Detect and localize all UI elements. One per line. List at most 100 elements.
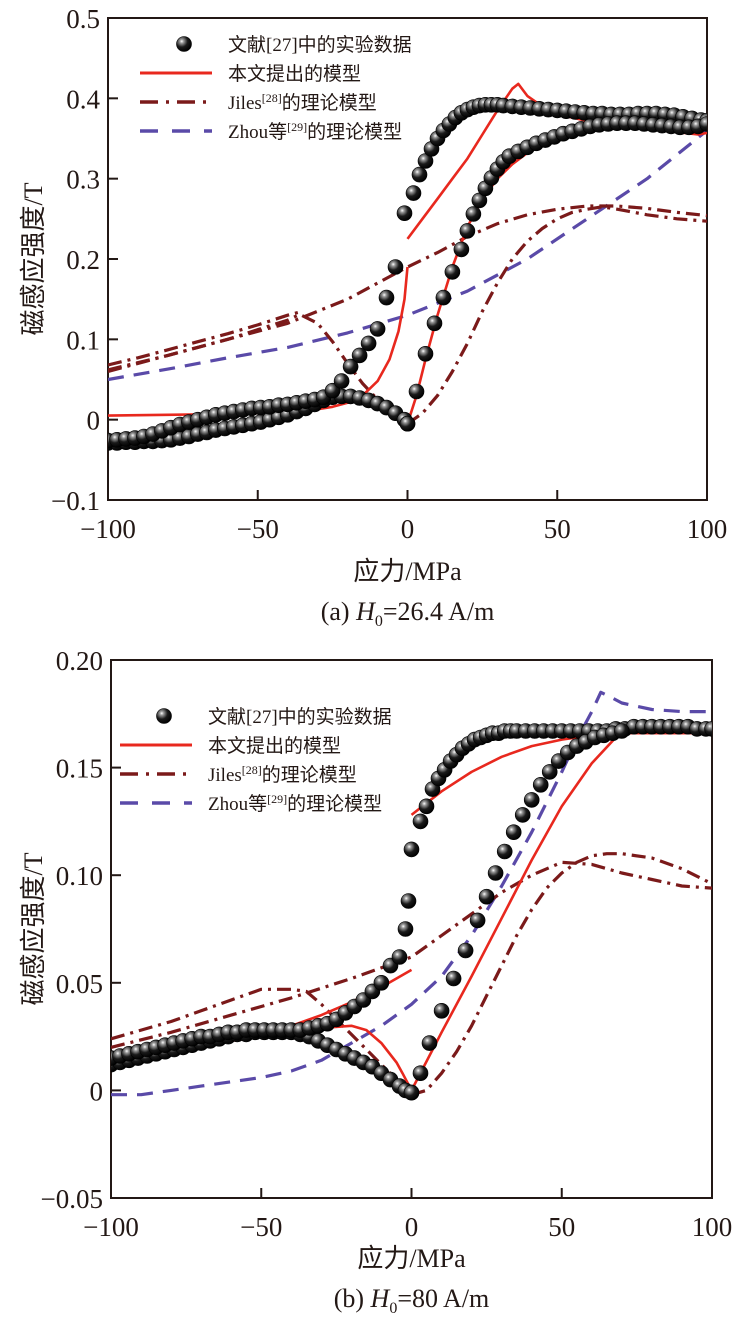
data-point	[360, 335, 377, 352]
data-point	[324, 382, 341, 399]
data-point	[444, 264, 461, 280]
plot-area	[111, 690, 712, 1101]
caption-variable: H	[370, 1284, 391, 1313]
data-point	[391, 949, 408, 965]
y-tick-label: 0	[90, 1076, 104, 1106]
data-point	[373, 974, 390, 991]
data-point	[412, 1065, 429, 1081]
series-experiment	[111, 718, 712, 1101]
legend-item-jiles: Jiles[28]的理论模型	[140, 91, 377, 114]
legend-label: Jiles[28]的理论模型	[208, 763, 357, 786]
legend-item-zhou: Zhou等[29]的理论模型	[140, 120, 402, 143]
y-tick-label: 0.20	[56, 646, 103, 676]
legend-text-tail: 的理论模型	[282, 92, 377, 114]
data-point	[396, 205, 413, 221]
x-tick-label: −50	[237, 514, 279, 544]
data-point	[342, 358, 359, 375]
data-point	[421, 1035, 438, 1051]
data-point	[704, 721, 712, 737]
series-zhou	[111, 690, 712, 1097]
legend-text-tail: 的理论模型	[287, 793, 382, 815]
legend-text-main: Jiles	[228, 93, 262, 114]
data-point	[433, 1002, 450, 1019]
x-tick-label: −50	[240, 1212, 282, 1242]
data-point	[532, 776, 549, 793]
x-axis-title: 应力/MPa	[357, 1244, 466, 1273]
legend-text: 文献[27]中的实验数据	[228, 34, 412, 56]
jiles-line	[108, 310, 301, 367]
data-point	[435, 289, 452, 306]
data-point	[459, 223, 476, 239]
data-point	[613, 723, 630, 739]
data-point	[514, 807, 531, 823]
x-tick-label: −100	[80, 514, 136, 544]
x-tick-label: 0	[405, 1212, 419, 1242]
y-tick-label: 0.3	[66, 165, 100, 195]
legend-text-main: Zhou等	[228, 121, 287, 143]
legend-item-jiles: Jiles[28]的理论模型	[120, 763, 357, 786]
legend-marker	[156, 708, 172, 724]
data-point	[417, 345, 434, 362]
data-point	[457, 942, 474, 959]
legend-text: 文献[27]中的实验数据	[208, 706, 392, 728]
x-tick-label: 50	[544, 514, 571, 544]
y-tick-label: 0.1	[66, 325, 100, 355]
plot-area	[108, 82, 707, 451]
legend-label: Zhou等[29]的理论模型	[208, 792, 382, 815]
legend-item-experiment: 文献[27]中的实验数据	[176, 34, 412, 56]
caption-prefix: (b)	[334, 1284, 371, 1313]
data-point	[387, 259, 404, 275]
data-point	[408, 383, 425, 400]
legend-label: 文献[27]中的实验数据	[228, 34, 412, 56]
caption-prefix: (a)	[321, 597, 356, 626]
y-tick-label: −0.1	[51, 486, 100, 516]
data-point	[412, 813, 429, 830]
series-proposed	[108, 82, 707, 425]
y-tick-label: −0.05	[41, 1184, 103, 1214]
data-point	[403, 841, 420, 858]
jiles-line	[111, 860, 712, 1049]
series-jiles	[111, 852, 712, 1097]
data-point	[445, 970, 462, 987]
x-tick-label: 0	[401, 514, 415, 544]
legend-label: Jiles[28]的理论模型	[228, 91, 377, 114]
data-point	[496, 843, 513, 860]
legend-item-experiment: 文献[27]中的实验数据	[156, 706, 392, 728]
data-point	[699, 116, 707, 132]
y-tick-label: 0.5	[66, 4, 100, 34]
data-point	[378, 289, 395, 306]
legend-citation: [29]	[267, 792, 287, 806]
legend-text-main: Jiles	[208, 765, 242, 786]
y-tick-label: 0.4	[66, 84, 100, 114]
y-axis-title: 磁感应强度/T	[19, 182, 48, 335]
chart-panel-b: −100 −50 0 50 100 −0.05 0 0.05 0.10 0.15 0.20 应力/MP…	[19, 646, 732, 1317]
legend-marker	[176, 36, 192, 52]
x-tick-label: −100	[83, 1212, 139, 1242]
y-axis-title: 磁感应强度/T	[19, 852, 48, 1005]
data-point	[369, 321, 386, 337]
data-point	[523, 792, 540, 808]
caption-subscript: 0	[389, 1300, 397, 1317]
jiles-line	[108, 204, 707, 372]
legend-item-proposed: 本文提出的模型	[140, 63, 361, 85]
data-point	[411, 166, 428, 183]
data-point	[487, 865, 504, 881]
legend-label: 文献[27]中的实验数据	[208, 706, 392, 728]
caption-subscript: 0	[375, 613, 383, 630]
x-tick-label: 50	[548, 1212, 575, 1242]
legend-citation: [28]	[242, 763, 262, 777]
data-point	[400, 893, 417, 909]
legend-label: 本文提出的模型	[208, 735, 341, 757]
data-point	[465, 206, 482, 222]
legend-label: 本文提出的模型	[228, 63, 361, 85]
caption-value: =26.4 A/m	[383, 597, 494, 626]
data-point	[397, 921, 414, 937]
y-tick-label: 0.15	[56, 754, 103, 784]
series-experiment	[108, 97, 707, 451]
legend-item-proposed: 本文提出的模型	[120, 735, 341, 757]
y-tick-label: 0.10	[56, 861, 103, 891]
caption-variable: H	[355, 597, 376, 626]
zhou-line	[111, 690, 712, 1097]
